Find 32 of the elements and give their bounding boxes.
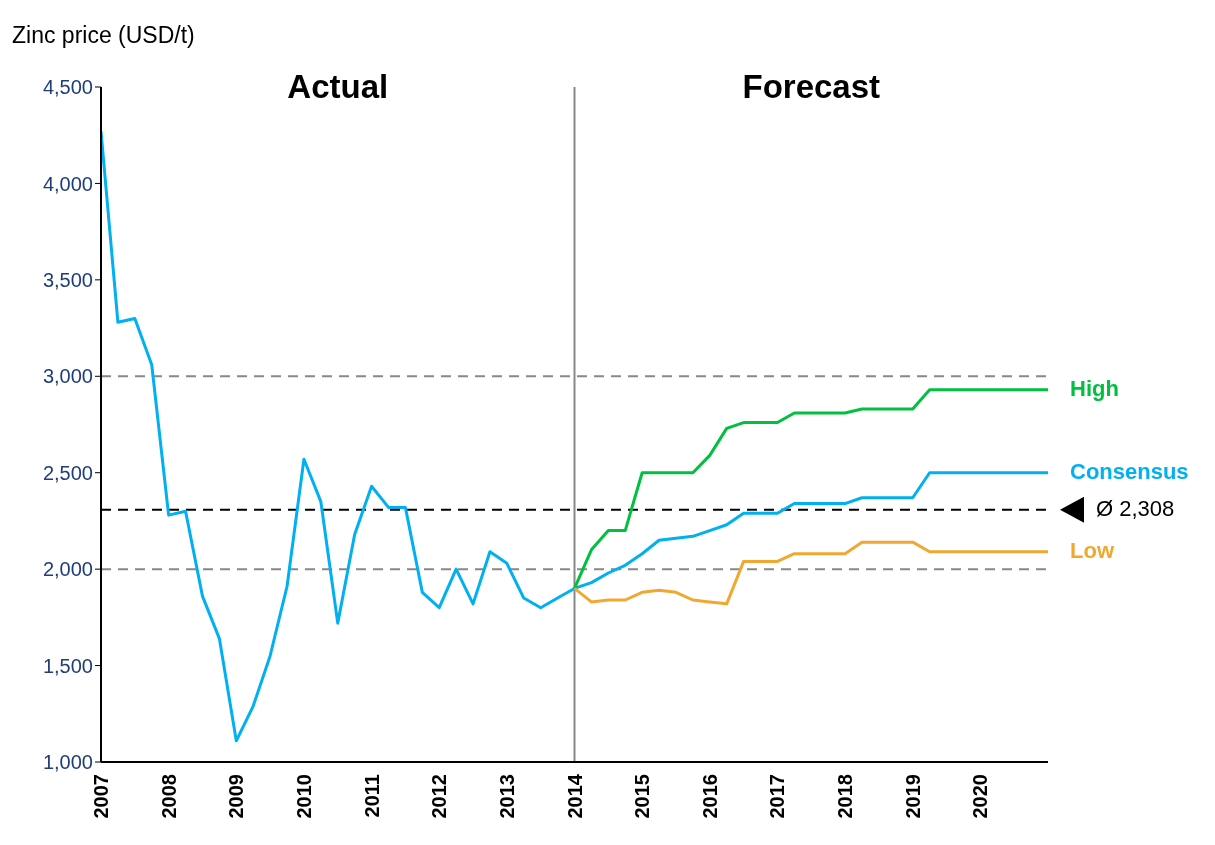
x-tick-label: 2019: [901, 774, 924, 819]
x-tick-label: 2020: [969, 774, 992, 819]
line-series: [573, 540, 1048, 606]
x-tick-label: 2010: [292, 774, 315, 819]
ref-line-label: Ø 2,308: [1096, 495, 1175, 521]
x-tick-label: 2018: [834, 774, 857, 819]
annotation: Actual: [286, 68, 390, 106]
y-axis-title: Zinc price (USD/t): [12, 22, 195, 49]
x-tick-label: 2007: [90, 774, 112, 819]
x-tick-label: 2008: [157, 774, 180, 819]
x-tick-label: 2013: [495, 774, 518, 819]
y-tick-label: 2,500: [42, 461, 93, 484]
y-tick-label: 4,000: [42, 172, 93, 195]
x-tick-label: 2011: [360, 774, 383, 818]
x-tick-label: 2017: [766, 774, 789, 819]
y-tick-label: 4,500: [42, 76, 93, 99]
y-tick-label: 2,000: [42, 558, 93, 581]
line-series: [573, 388, 1048, 590]
x-tick-label: 2014: [563, 773, 586, 819]
y-tick-label: 1,000: [42, 751, 93, 774]
x-tick-label: 2016: [698, 774, 721, 819]
series-label: Consensus: [1070, 458, 1189, 484]
y-tick-label: 1,500: [42, 654, 93, 677]
y-tick-label: 3,000: [42, 365, 93, 388]
series-label: High: [1070, 375, 1119, 401]
y-tick-label: 3,500: [42, 268, 93, 291]
x-tick-label: 2012: [428, 774, 451, 819]
x-tick-label: 2015: [631, 774, 654, 819]
line-series: [101, 129, 1048, 743]
x-tick-label: 2009: [225, 774, 248, 819]
series-label: Low: [1070, 537, 1115, 563]
annotation: Forecast: [741, 68, 882, 106]
